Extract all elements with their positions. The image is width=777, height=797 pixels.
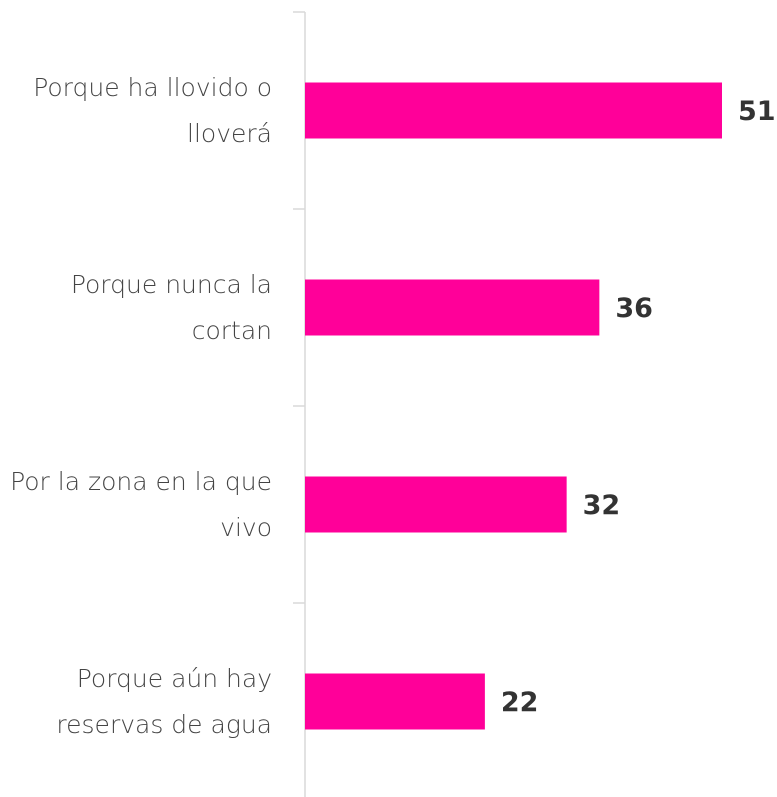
- data-label: 51: [738, 96, 776, 127]
- category-text: Porque nunca la cortan: [70, 269, 272, 345]
- category-label: Porque ha llovido o lloverá: [0, 51, 272, 171]
- data-label: 36: [615, 293, 653, 324]
- category-label: Porque nunca la cortan: [0, 248, 272, 368]
- bar: [305, 82, 722, 139]
- category-text: Porque ha llovido o lloverá: [33, 72, 272, 148]
- data-label: 32: [583, 490, 621, 521]
- category-text: Porque aún hay reservas de agua: [56, 663, 272, 739]
- category-label: Por la zona en la que vivo: [0, 445, 272, 565]
- bar: [305, 279, 600, 336]
- category-text: Por la zona en la que vivo: [10, 466, 272, 542]
- data-label: 22: [501, 687, 539, 718]
- bar: [305, 673, 485, 730]
- bar: [305, 476, 567, 533]
- category-label: Porque aún hay reservas de agua: [0, 642, 272, 762]
